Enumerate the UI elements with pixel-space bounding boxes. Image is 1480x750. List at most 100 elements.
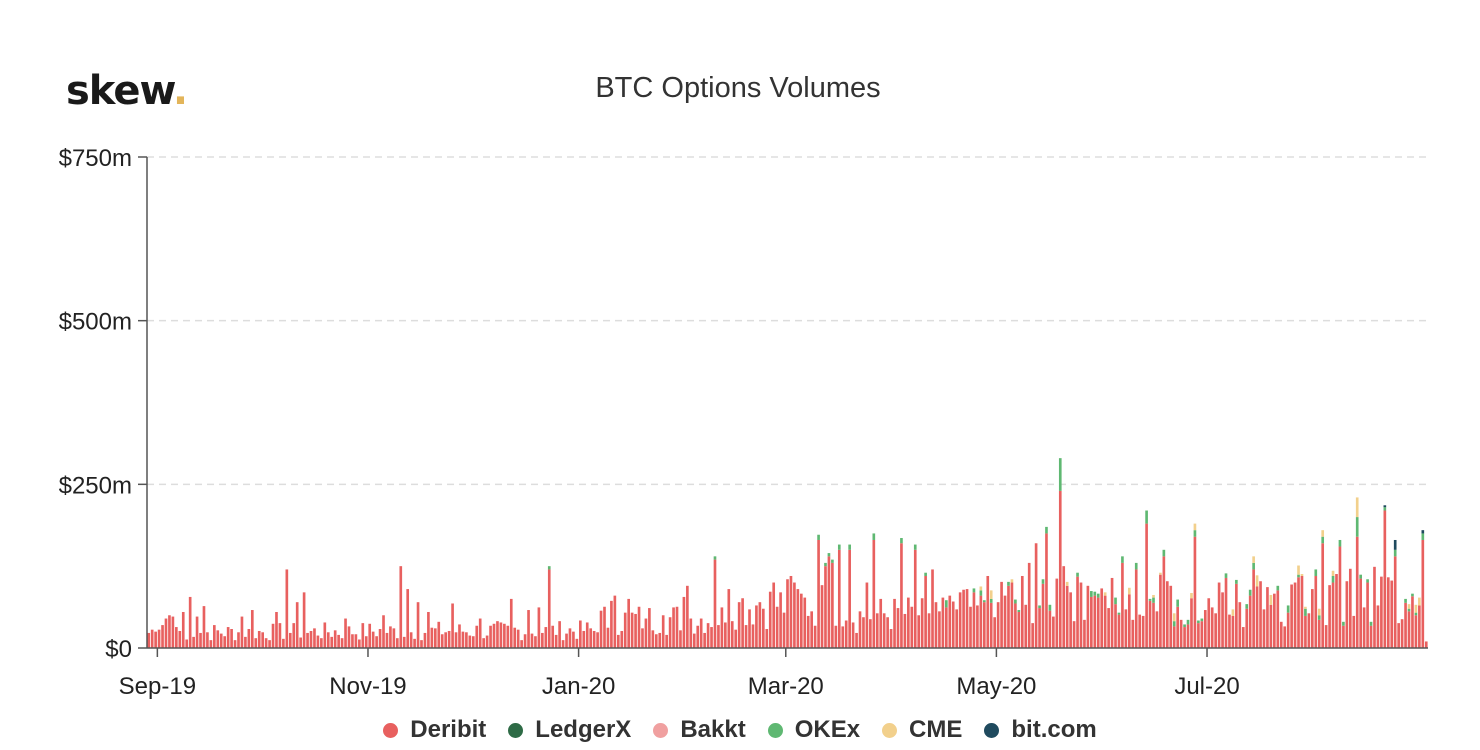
bar-okex-segment <box>1314 569 1318 576</box>
bar-deribit-segment <box>1190 598 1193 648</box>
bar-deribit-segment <box>834 625 838 648</box>
bar-deribit-segment <box>1293 582 1297 648</box>
bar-deribit-segment <box>1117 614 1121 648</box>
bar-deribit-segment <box>475 625 479 648</box>
bar-deribit-segment <box>147 632 151 648</box>
bar-deribit-segment <box>337 634 340 648</box>
bar-deribit-segment <box>996 602 1000 648</box>
bar-deribit-segment <box>810 611 813 648</box>
bar-deribit-segment <box>185 639 189 648</box>
bar-deribit-segment <box>361 623 365 648</box>
bar-okex-segment <box>1090 591 1093 597</box>
bar-deribit-segment <box>554 634 558 648</box>
bar-deribit-segment <box>1255 586 1259 648</box>
bar-deribit-segment <box>558 621 561 648</box>
bar-deribit-segment <box>661 615 665 648</box>
bar-cme-segment <box>1418 597 1421 606</box>
bar-deribit-segment <box>1314 575 1318 648</box>
bar-deribit-segment <box>1200 621 1204 648</box>
bar-deribit-segment <box>796 589 800 648</box>
bar-deribit-segment <box>592 630 596 648</box>
bar-deribit-segment <box>1342 625 1345 648</box>
bar-deribit-segment <box>154 631 157 648</box>
bar-cme-segment <box>1304 606 1307 609</box>
bar-okex-segment <box>1338 539 1342 547</box>
bar-deribit-segment <box>1031 623 1034 648</box>
bar-deribit-segment <box>882 613 886 648</box>
x-tick-label: Sep-19 <box>119 673 196 700</box>
bar-deribit-segment <box>872 539 876 648</box>
bar-cme-segment <box>1172 613 1176 622</box>
bar-deribit-segment <box>264 638 268 648</box>
bar-okex-segment <box>1393 549 1397 557</box>
bar-okex-segment <box>1121 556 1124 563</box>
bar-okex-segment <box>824 562 827 567</box>
y-tick-label: $750m <box>59 145 132 172</box>
bar-deribit-segment <box>699 618 703 648</box>
bar-deribit-segment <box>896 608 900 648</box>
bar-deribit-segment <box>637 606 641 648</box>
bar-deribit-segment <box>803 597 807 648</box>
bar-okex-segment <box>1252 562 1255 570</box>
bar-deribit-segment <box>565 633 568 648</box>
bar-deribit-segment <box>292 623 296 648</box>
bar-deribit-segment <box>599 610 603 648</box>
legend-item[interactable]: OKEx <box>767 716 860 744</box>
bar-okex-segment <box>1134 562 1138 570</box>
bar-okex-segment <box>837 544 841 550</box>
legend-item[interactable]: Bakkt <box>653 716 746 744</box>
bar-cme-segment <box>1231 609 1235 616</box>
bar-deribit-segment <box>603 606 606 648</box>
bar-deribit-segment <box>789 575 793 648</box>
bar-deribit-segment <box>879 598 883 648</box>
bar-deribit-segment <box>1155 611 1159 648</box>
bar-deribit-segment <box>651 630 655 648</box>
bar-deribit-segment <box>969 606 972 648</box>
bar-okex-segment <box>989 598 993 603</box>
bar-deribit-segment <box>851 622 855 648</box>
bar-deribit-segment <box>1062 566 1066 648</box>
bar-deribit-segment <box>1248 595 1252 648</box>
legend-label: Bakkt <box>680 716 746 743</box>
bar-okex-segment <box>1162 549 1166 557</box>
bar-deribit-segment <box>509 598 513 648</box>
bar-deribit-segment <box>506 625 510 648</box>
bar-deribit-segment <box>751 624 755 648</box>
skew-logo: skew. <box>66 68 188 114</box>
bar-deribit-segment <box>161 625 164 648</box>
bar-okex-segment <box>1414 612 1418 616</box>
bar-okex-segment <box>1093 591 1097 596</box>
legend-item[interactable]: LedgerX <box>508 716 631 744</box>
bar-deribit-segment <box>1193 536 1197 648</box>
bar-okex-segment <box>913 544 917 550</box>
bar-cme-segment <box>1317 608 1321 616</box>
bar-okex-segment <box>1369 621 1373 626</box>
bar-deribit-segment <box>402 636 406 648</box>
bar-deribit-segment <box>1331 582 1335 648</box>
bar-deribit-segment <box>378 629 382 648</box>
bar-deribit-segment <box>396 638 399 648</box>
bar-deribit-segment <box>351 634 354 648</box>
bar-okex-segment <box>1342 621 1345 626</box>
bar-deribit-segment <box>806 615 810 648</box>
legend-item[interactable]: Deribit <box>383 716 486 744</box>
legend-item[interactable]: CME <box>882 716 962 744</box>
bar-deribit-segment <box>623 612 627 648</box>
bar-deribit-segment <box>306 632 309 648</box>
bar-okex-segment <box>1048 604 1052 611</box>
bar-deribit-segment <box>1107 608 1110 648</box>
bar-cme-segment <box>1010 579 1014 583</box>
bar-cme-segment <box>1407 604 1411 609</box>
bar-deribit-segment <box>1335 574 1338 648</box>
bar-deribit-segment <box>786 579 789 648</box>
bar-cme-segment <box>1103 592 1107 596</box>
bar-okex-segment <box>1076 572 1079 577</box>
bar-bitcom-segment <box>1383 505 1387 508</box>
bar-deribit-segment <box>1007 585 1010 648</box>
bar-deribit-segment <box>768 591 772 648</box>
bar-okex-segment <box>1007 581 1010 586</box>
legend-item[interactable]: bit.com <box>984 716 1097 744</box>
bar-deribit-segment <box>1286 612 1290 648</box>
bar-cme-segment <box>1414 604 1418 613</box>
bar-deribit-segment <box>945 607 948 648</box>
